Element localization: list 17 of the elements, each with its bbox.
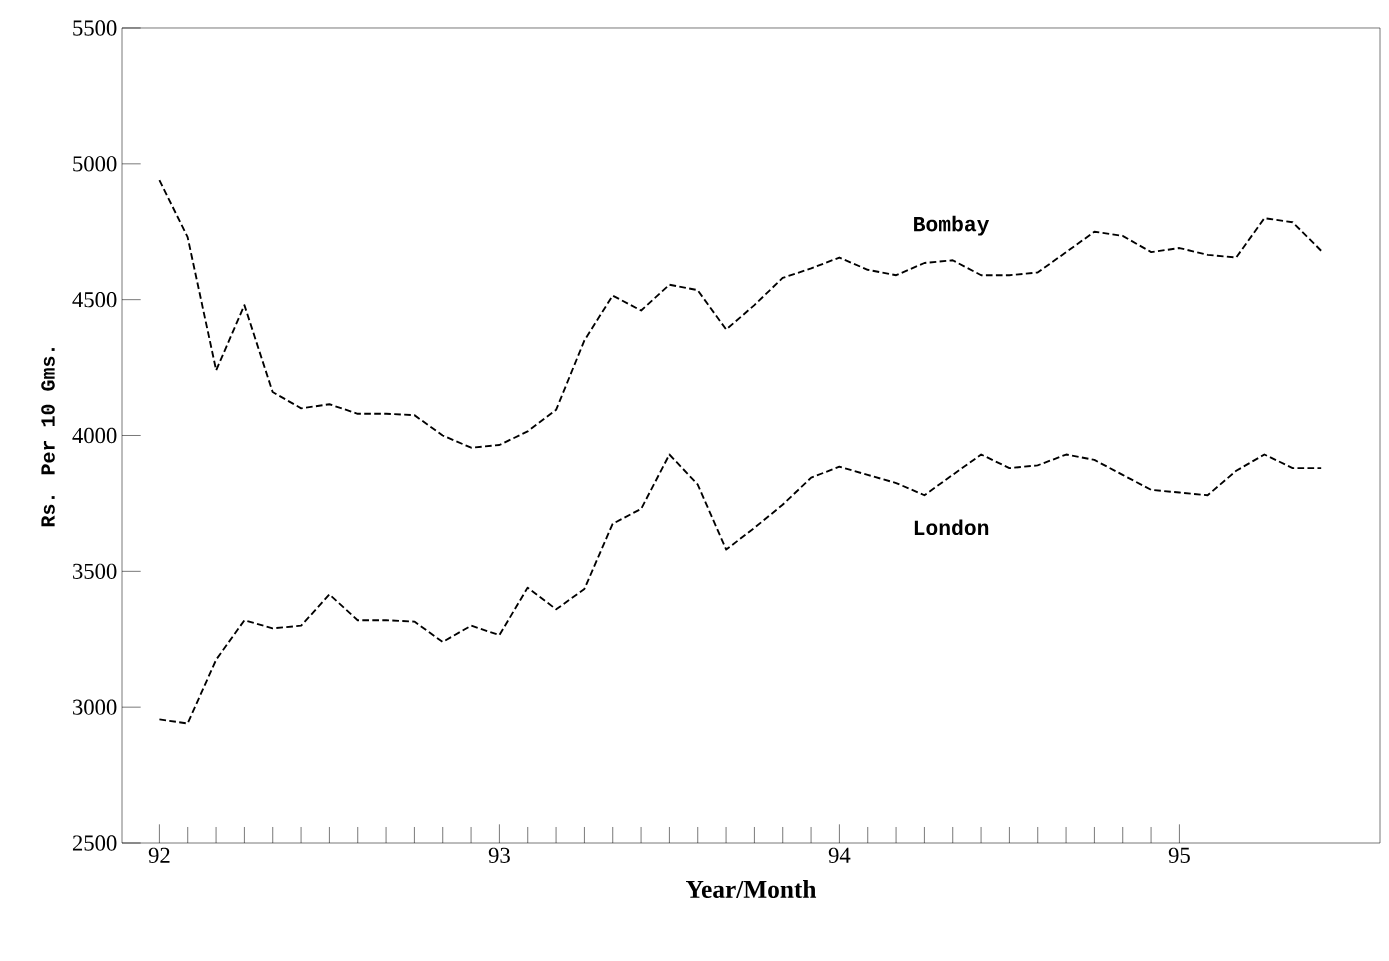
y-tick-label: 4500: [72, 292, 117, 308]
y-axis-title: Rs. Per 10 Gms.: [41, 348, 55, 527]
y-tick-label: 3500: [73, 563, 117, 579]
line-series: [158, 179, 1323, 449]
y-tick-label: 5500: [73, 20, 117, 36]
x-tick-label: 93: [488, 847, 510, 863]
x-tick-label: 95: [1168, 847, 1190, 863]
y-tick-label: 4000: [72, 427, 117, 444]
line-series: [158, 453, 1323, 725]
series-label: Bombay: [914, 215, 990, 236]
series-label: London: [914, 519, 989, 536]
y-tick-label: 5000: [73, 156, 117, 172]
x-tick-label: 92: [148, 847, 170, 863]
y-tick-label: 2500: [72, 835, 117, 851]
y-tick-label: 3000: [73, 699, 117, 715]
x-axis-title: Year/Month: [686, 880, 817, 898]
x-tick-label: 94: [828, 847, 851, 863]
